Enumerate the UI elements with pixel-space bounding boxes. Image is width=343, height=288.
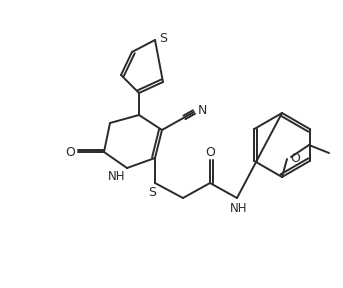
Text: O: O <box>205 145 215 158</box>
Text: O: O <box>290 153 300 166</box>
Text: NH: NH <box>108 170 126 183</box>
Text: O: O <box>65 145 75 158</box>
Text: S: S <box>159 31 167 45</box>
Text: NH: NH <box>230 202 248 215</box>
Text: S: S <box>148 187 156 200</box>
Text: N: N <box>197 105 207 118</box>
